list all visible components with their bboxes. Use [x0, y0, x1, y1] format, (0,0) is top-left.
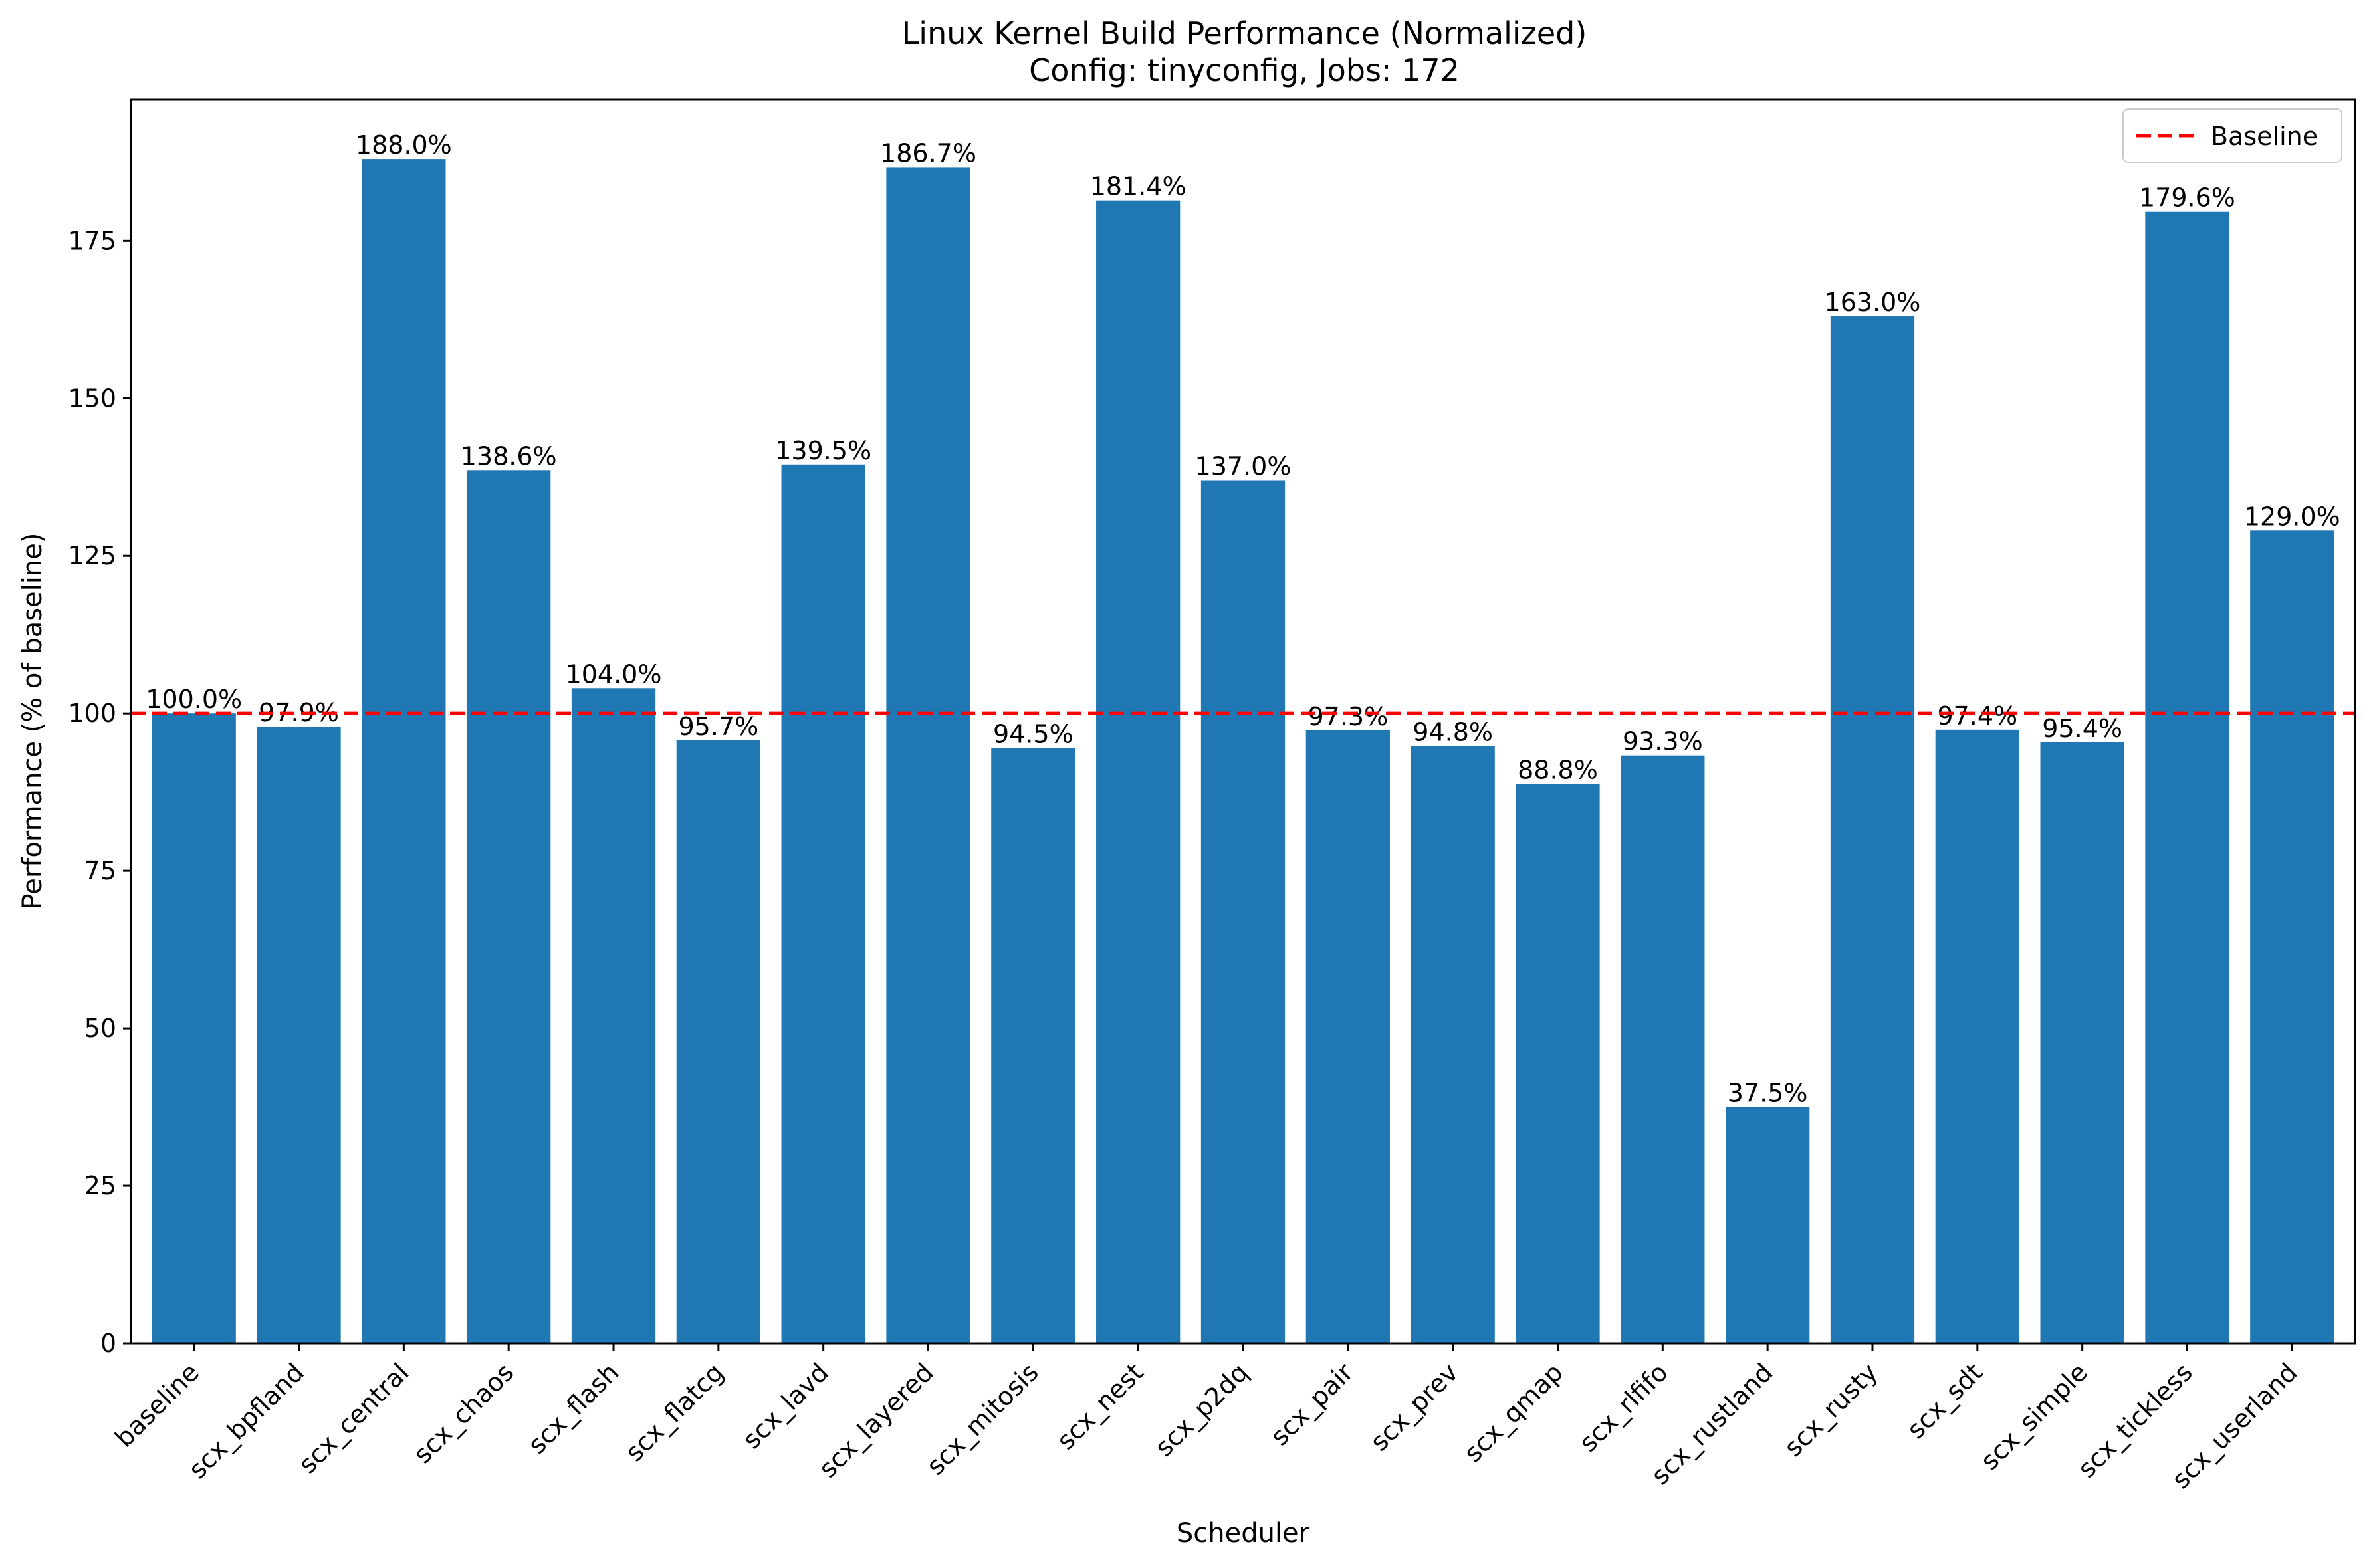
bar-scx_rusty — [1830, 316, 1915, 1343]
bar-value-label-scx_simple: 95.4% — [2042, 714, 2122, 743]
bar-baseline — [152, 713, 236, 1343]
chart-subtitle: Config: tinyconfig, Jobs: 172 — [1029, 53, 1460, 88]
bar-value-labels: 100.0% 97.9%188.0%138.6%104.0%95.7%139.5%… — [146, 130, 2340, 1107]
plot-frame — [130, 98, 2356, 1345]
bar-scx_userland — [2250, 530, 2334, 1343]
bar-scx_prev — [1411, 746, 1495, 1343]
bar-scx_mitosis — [991, 748, 1075, 1343]
bar-scx_rlfifo — [1621, 755, 1705, 1343]
y-tick-label: 0 — [100, 1329, 116, 1358]
bar-value-label-baseline: 100.0% — [146, 685, 242, 714]
bar-scx_chaos — [467, 470, 551, 1344]
legend-baseline-label: Baseline — [2211, 122, 2318, 151]
y-tick-label: 150 — [68, 384, 116, 413]
legend: Baseline — [2122, 108, 2342, 163]
bar-value-label-scx_rustland: 37.5% — [1728, 1079, 1808, 1108]
bar-value-label-scx_central: 188.0% — [356, 130, 452, 160]
bar-value-label-scx_qmap: 88.8% — [1518, 755, 1598, 784]
bar-value-label-scx_sdt: 97.4% — [1937, 701, 2017, 730]
bar-series — [152, 159, 2334, 1344]
bar-value-label-scx_userland: 129.0% — [2244, 502, 2340, 531]
x-axis-label: Scheduler — [1177, 1518, 1310, 1549]
bar-value-label-scx_p2dq: 137.0% — [1195, 451, 1292, 481]
y-tick-label: 125 — [68, 541, 116, 570]
bar-scx_flatcg — [676, 740, 760, 1343]
bar-value-label-scx_prev: 94.8% — [1412, 717, 1493, 746]
bar-scx_rustland — [1726, 1107, 1810, 1343]
bar-scx_p2dq — [1200, 480, 1286, 1343]
y-tick-label: 50 — [84, 1014, 116, 1043]
y-axis-ticks: 0 25 50 75 100 125 150 175 — [68, 226, 131, 1358]
bar-scx_bpfland — [257, 727, 341, 1343]
y-tick-label: 100 — [68, 699, 116, 728]
bar-scx_layered — [886, 167, 970, 1344]
bar-scx_sdt — [1935, 729, 2019, 1343]
bar-value-label-scx_flash: 104.0% — [566, 659, 662, 689]
bar-scx_central — [362, 159, 446, 1344]
bar-value-label-scx_lavd: 139.5% — [775, 436, 871, 465]
bar-value-label-scx_nest: 181.4% — [1090, 172, 1186, 201]
bar-value-label-scx_tickless: 179.6% — [2139, 183, 2235, 213]
bar-value-label-scx_mitosis: 94.5% — [993, 719, 1074, 748]
bar-value-label-scx_flatcg: 95.7% — [678, 712, 758, 741]
y-tick-label: 25 — [84, 1171, 116, 1200]
bar-value-label-scx_pair: 97.3% — [1307, 702, 1388, 731]
bar-value-label-scx_layered: 186.7% — [880, 138, 976, 168]
y-axis-label: Performance (% of baseline) — [17, 533, 48, 910]
bar-scx_simple — [2040, 742, 2124, 1343]
bar-value-label-scx_chaos: 138.6% — [461, 441, 557, 471]
y-tick-label: 175 — [68, 226, 116, 255]
bar-scx_nest — [1096, 200, 1181, 1343]
bar-value-label-scx_rusty: 163.0% — [1825, 288, 1921, 317]
legend-box — [2122, 108, 2342, 163]
chart-title: Linux Kernel Build Performance (Normaliz… — [902, 15, 1587, 51]
y-tick-label: 75 — [84, 856, 116, 885]
bar-value-label-scx_rlfifo: 93.3% — [1623, 727, 1703, 756]
bar-scx_lavd — [781, 464, 865, 1343]
bar-scx_qmap — [1516, 784, 1600, 1343]
bar-scx_pair — [1305, 730, 1390, 1343]
bar-scx_tickless — [2145, 211, 2229, 1343]
bar-scx_flash — [571, 688, 656, 1343]
